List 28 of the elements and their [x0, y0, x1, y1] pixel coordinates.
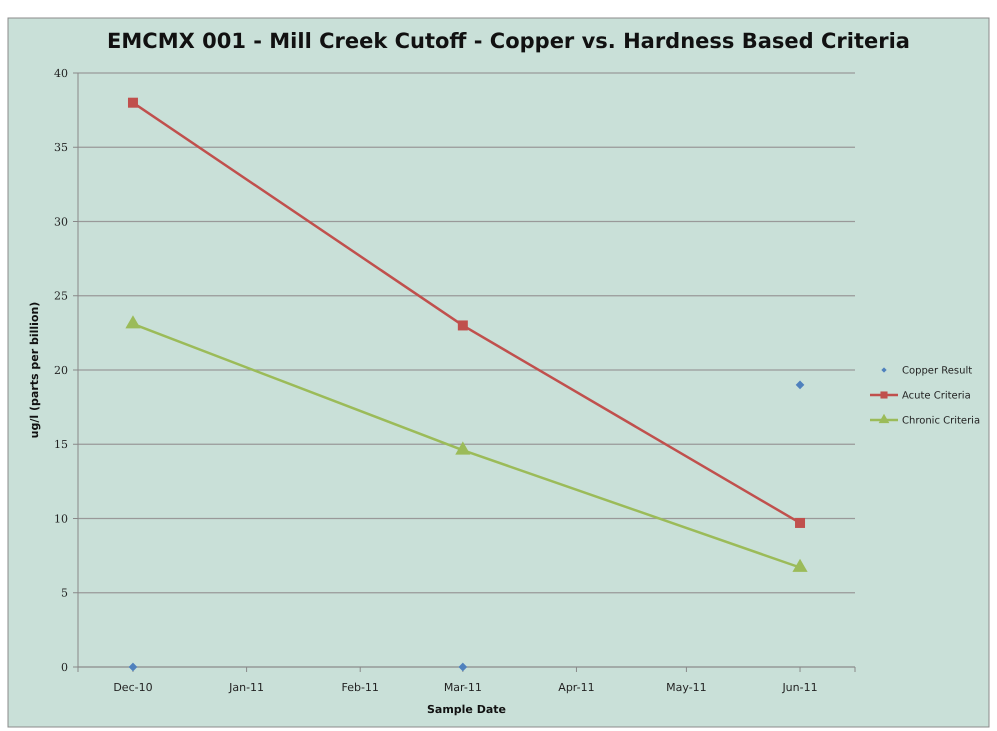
y-tick-label: 25: [54, 290, 68, 303]
x-tick-label: Mar-11: [444, 681, 482, 694]
y-tick-label: 15: [54, 438, 68, 452]
y-tick-label: 30: [54, 215, 68, 228]
y-tick-label: 10: [54, 512, 68, 526]
x-axis-title: Sample Date: [426, 703, 506, 716]
y-tick-label: 20: [54, 364, 68, 377]
legend-label: Acute Criteria: [902, 390, 971, 402]
point: [128, 98, 138, 108]
chart-title: EMCMX 001 - Mill Creek Cutoff - Copper vs. Hardness Based Criteria: [107, 29, 910, 53]
x-tick-label: Dec-10: [113, 681, 153, 694]
y-tick-label: 40: [54, 66, 68, 80]
point: [128, 662, 138, 672]
x-tick-label: Feb-11: [341, 681, 379, 694]
legend-label: Copper Result: [902, 366, 972, 376]
point: [458, 662, 468, 672]
y-tick-label: 5: [61, 586, 68, 600]
x-tick-label: Jan-11: [228, 681, 264, 694]
x-tick-label: May-11: [666, 681, 707, 694]
y-tick-label: 0: [61, 660, 68, 674]
y-tick-label: 35: [54, 141, 68, 154]
legend-label: Chronic Criteria: [902, 416, 980, 426]
point: [796, 380, 804, 390]
x-tick-label: Jun-11: [781, 681, 818, 694]
point: [795, 518, 806, 528]
y-axis-title: ug/l (parts per billion): [28, 302, 41, 438]
x-tick-label: Apr-11: [558, 681, 595, 694]
point: [458, 320, 468, 330]
